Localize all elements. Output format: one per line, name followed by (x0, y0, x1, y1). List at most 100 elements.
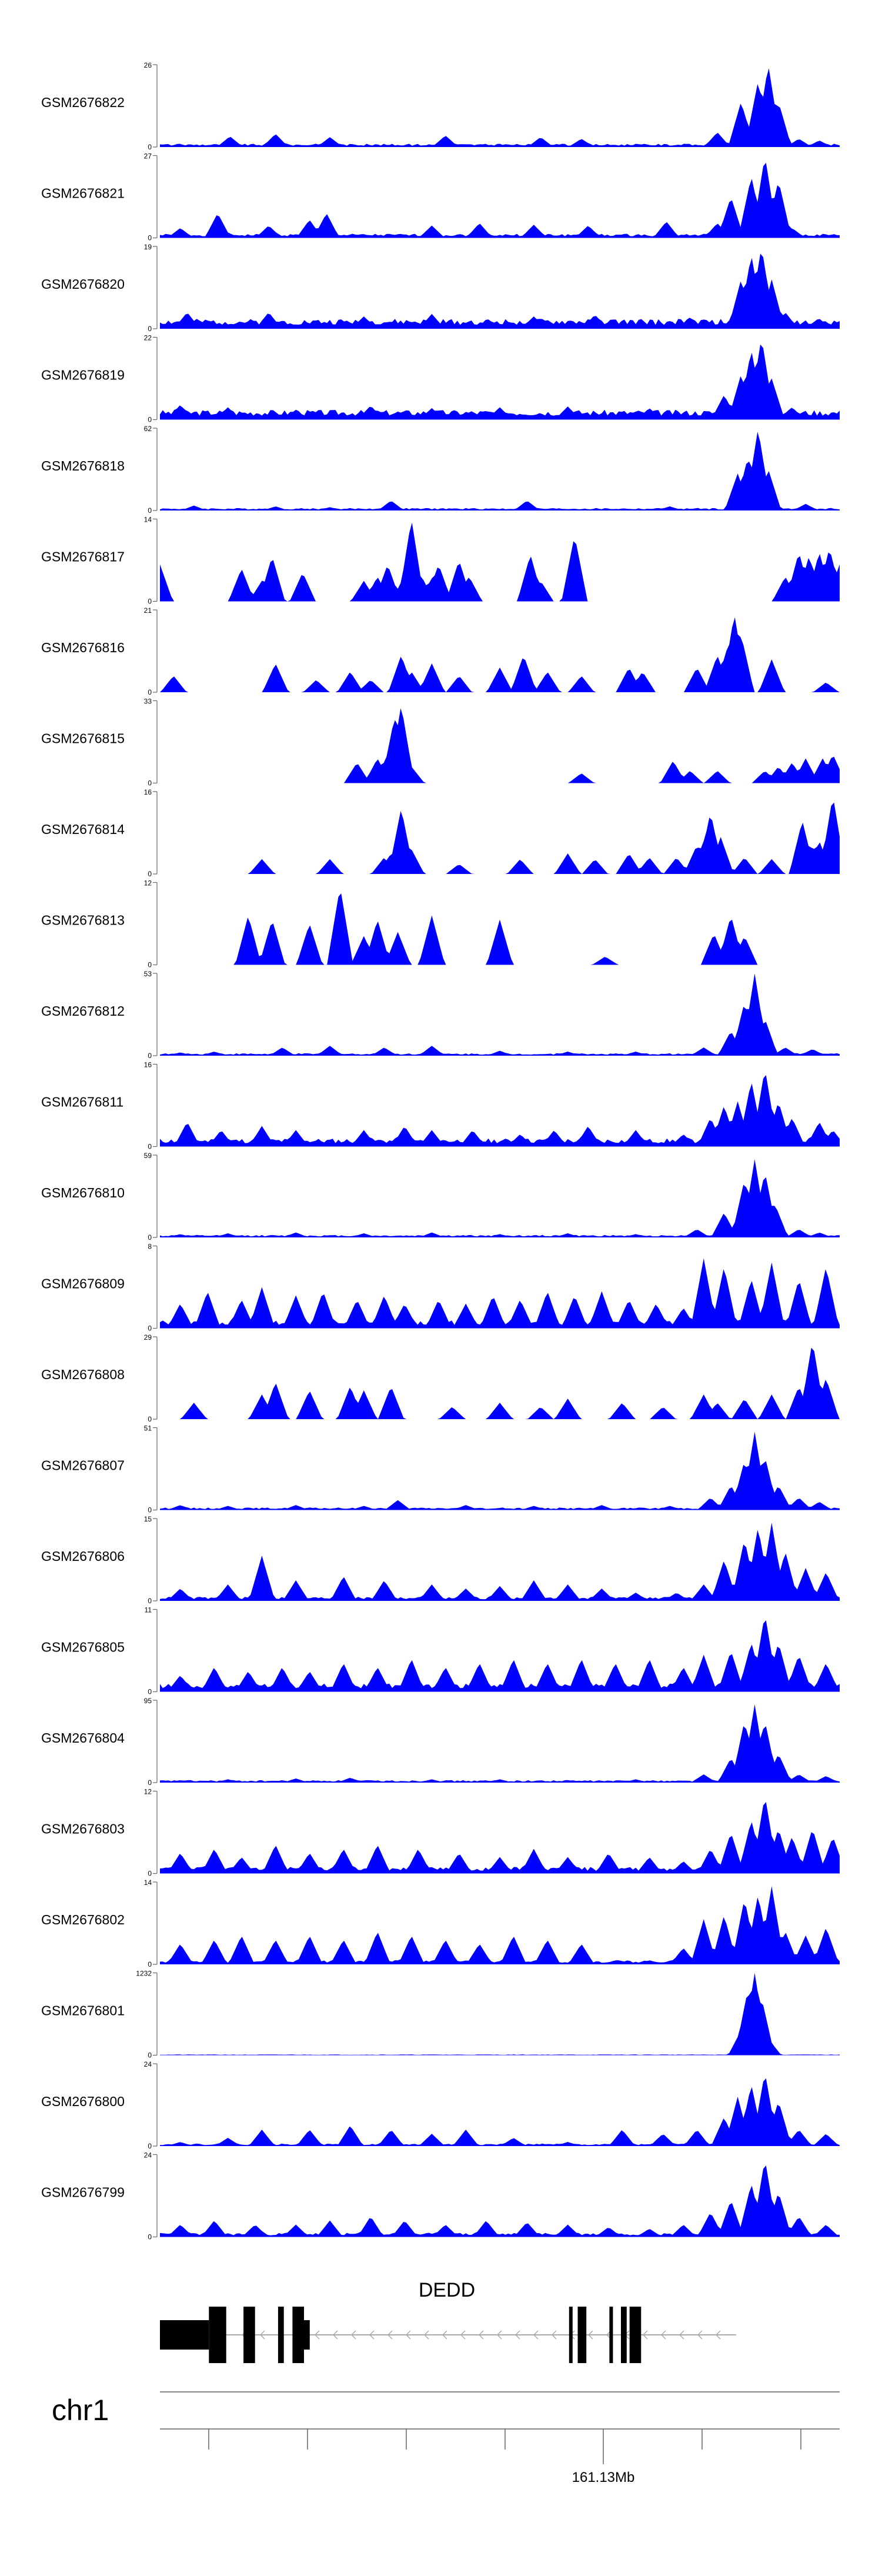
y-max-label: 51 (144, 1424, 152, 1433)
genome-tick-label: 161.13Mb (572, 2470, 635, 2485)
track-label: GSM2676816 (41, 640, 125, 655)
track-label: GSM2676815 (41, 731, 125, 746)
y-max-label: 95 (144, 1697, 152, 1705)
strand-arrow (642, 2330, 648, 2340)
y-min-label: 0 (148, 2142, 152, 2150)
strand-arrow (587, 2330, 593, 2340)
y-min-label: 0 (148, 598, 152, 606)
track-GSM2676809: GSM2676809 8 0 (41, 1243, 840, 1333)
exon (621, 2307, 627, 2363)
track-GSM2676805: GSM2676805 11 0 (41, 1606, 840, 1696)
track-label: GSM2676822 (41, 95, 125, 110)
y-max-label: 24 (144, 2060, 152, 2068)
strand-arrow (259, 2330, 265, 2340)
track-label: GSM2676804 (41, 1730, 125, 1746)
track-label: GSM2676806 (41, 1549, 125, 1564)
coverage-area (160, 253, 840, 329)
coverage-area (160, 617, 840, 692)
track-label: GSM2676800 (41, 2094, 125, 2109)
y-min-label: 0 (148, 506, 152, 515)
coverage-area (160, 2078, 840, 2146)
y-min-label: 0 (148, 2051, 152, 2060)
genome-ticks (208, 2429, 801, 2464)
coverage-area (160, 1802, 840, 1874)
strand-arrow (350, 2330, 356, 2340)
y-min-label: 0 (148, 1960, 152, 1968)
strand-arrow (496, 2330, 502, 2340)
y-max-label: 26 (144, 61, 152, 69)
track-GSM2676822: GSM2676822 26 0 (41, 61, 840, 151)
exon (278, 2307, 284, 2363)
y-min-label: 0 (148, 234, 152, 242)
coverage-area (160, 432, 840, 510)
y-max-label: 11 (145, 1606, 152, 1614)
strand-arrow (533, 2330, 539, 2340)
track-label: GSM2676814 (41, 822, 125, 837)
y-max-label: 29 (144, 1333, 152, 1342)
strand-arrow (679, 2330, 684, 2340)
y-max-label: 16 (144, 1061, 152, 1069)
strand-arrow (478, 2330, 484, 2340)
coverage-area (160, 1973, 840, 2056)
coverage-area (160, 344, 840, 420)
exon (243, 2307, 255, 2363)
coverage-area (160, 973, 840, 1056)
track-GSM2676803: GSM2676803 12 0 (41, 1788, 840, 1878)
coverage-area (160, 893, 840, 965)
track-label: GSM2676810 (41, 1185, 125, 1200)
y-min-label: 0 (148, 1233, 152, 1242)
y-max-label: 53 (144, 970, 152, 978)
strand-arrow (715, 2330, 721, 2340)
coverage-area (160, 1620, 840, 1692)
strand-arrow (387, 2330, 393, 2340)
track-label: GSM2676803 (41, 1821, 125, 1837)
track-label: GSM2676820 (41, 276, 125, 292)
track-GSM2676801: GSM2676801 1232 0 (41, 1970, 840, 2060)
coverage-area (160, 1704, 840, 1783)
track-label: GSM2676805 (41, 1640, 125, 1655)
exon (209, 2307, 226, 2363)
coverage-tracks: GSM2676822260GSM2676821270GSM2676820190G… (41, 61, 840, 2241)
exon (304, 2320, 310, 2350)
y-min-label: 0 (148, 779, 152, 788)
gene-label: DEDD (419, 2279, 475, 2301)
strand-arrow (369, 2330, 375, 2340)
y-min-label: 0 (148, 1870, 152, 1878)
gene-model: DEDD (160, 2279, 736, 2363)
y-max-label: 22 (144, 334, 152, 342)
strand-arrow (697, 2330, 703, 2340)
y-max-label: 62 (144, 425, 152, 433)
track-label: GSM2676802 (41, 1912, 125, 1927)
track-label: GSM2676818 (41, 458, 125, 473)
coverage-area (160, 1523, 840, 1601)
y-max-label: 21 (144, 606, 152, 615)
y-min-label: 0 (148, 1415, 152, 1423)
y-min-label: 0 (148, 1597, 152, 1605)
strand-arrow (460, 2330, 466, 2340)
coverage-area (160, 802, 840, 874)
y-min-label: 0 (148, 1688, 152, 1696)
y-max-label: 33 (144, 698, 152, 706)
y-min-label: 0 (148, 143, 152, 151)
track-GSM2676799: GSM2676799 24 0 (41, 2151, 840, 2241)
coverage-area (160, 708, 840, 783)
y-max-label: 15 (144, 1515, 152, 1523)
track-GSM2676814: GSM2676814 16 0 (41, 788, 840, 878)
exon (609, 2307, 613, 2363)
y-min-label: 0 (148, 2233, 152, 2241)
track-GSM2676816: GSM2676816 21 0 (41, 606, 840, 696)
track-GSM2676808: GSM2676808 29 0 (41, 1333, 840, 1423)
y-min-label: 0 (148, 870, 152, 878)
y-min-label: 0 (148, 961, 152, 969)
track-label: GSM2676809 (41, 1276, 125, 1292)
y-min-label: 0 (148, 1324, 152, 1333)
track-GSM2676819: GSM2676819 22 0 (41, 334, 840, 424)
track-label: GSM2676817 (41, 549, 125, 565)
track-GSM2676817: GSM2676817 14 0 (41, 516, 840, 606)
y-min-label: 0 (148, 325, 152, 333)
coverage-area (160, 522, 840, 602)
coverage-area (160, 1258, 840, 1329)
strand-arrow (442, 2330, 447, 2340)
coverage-area (160, 1347, 840, 1419)
